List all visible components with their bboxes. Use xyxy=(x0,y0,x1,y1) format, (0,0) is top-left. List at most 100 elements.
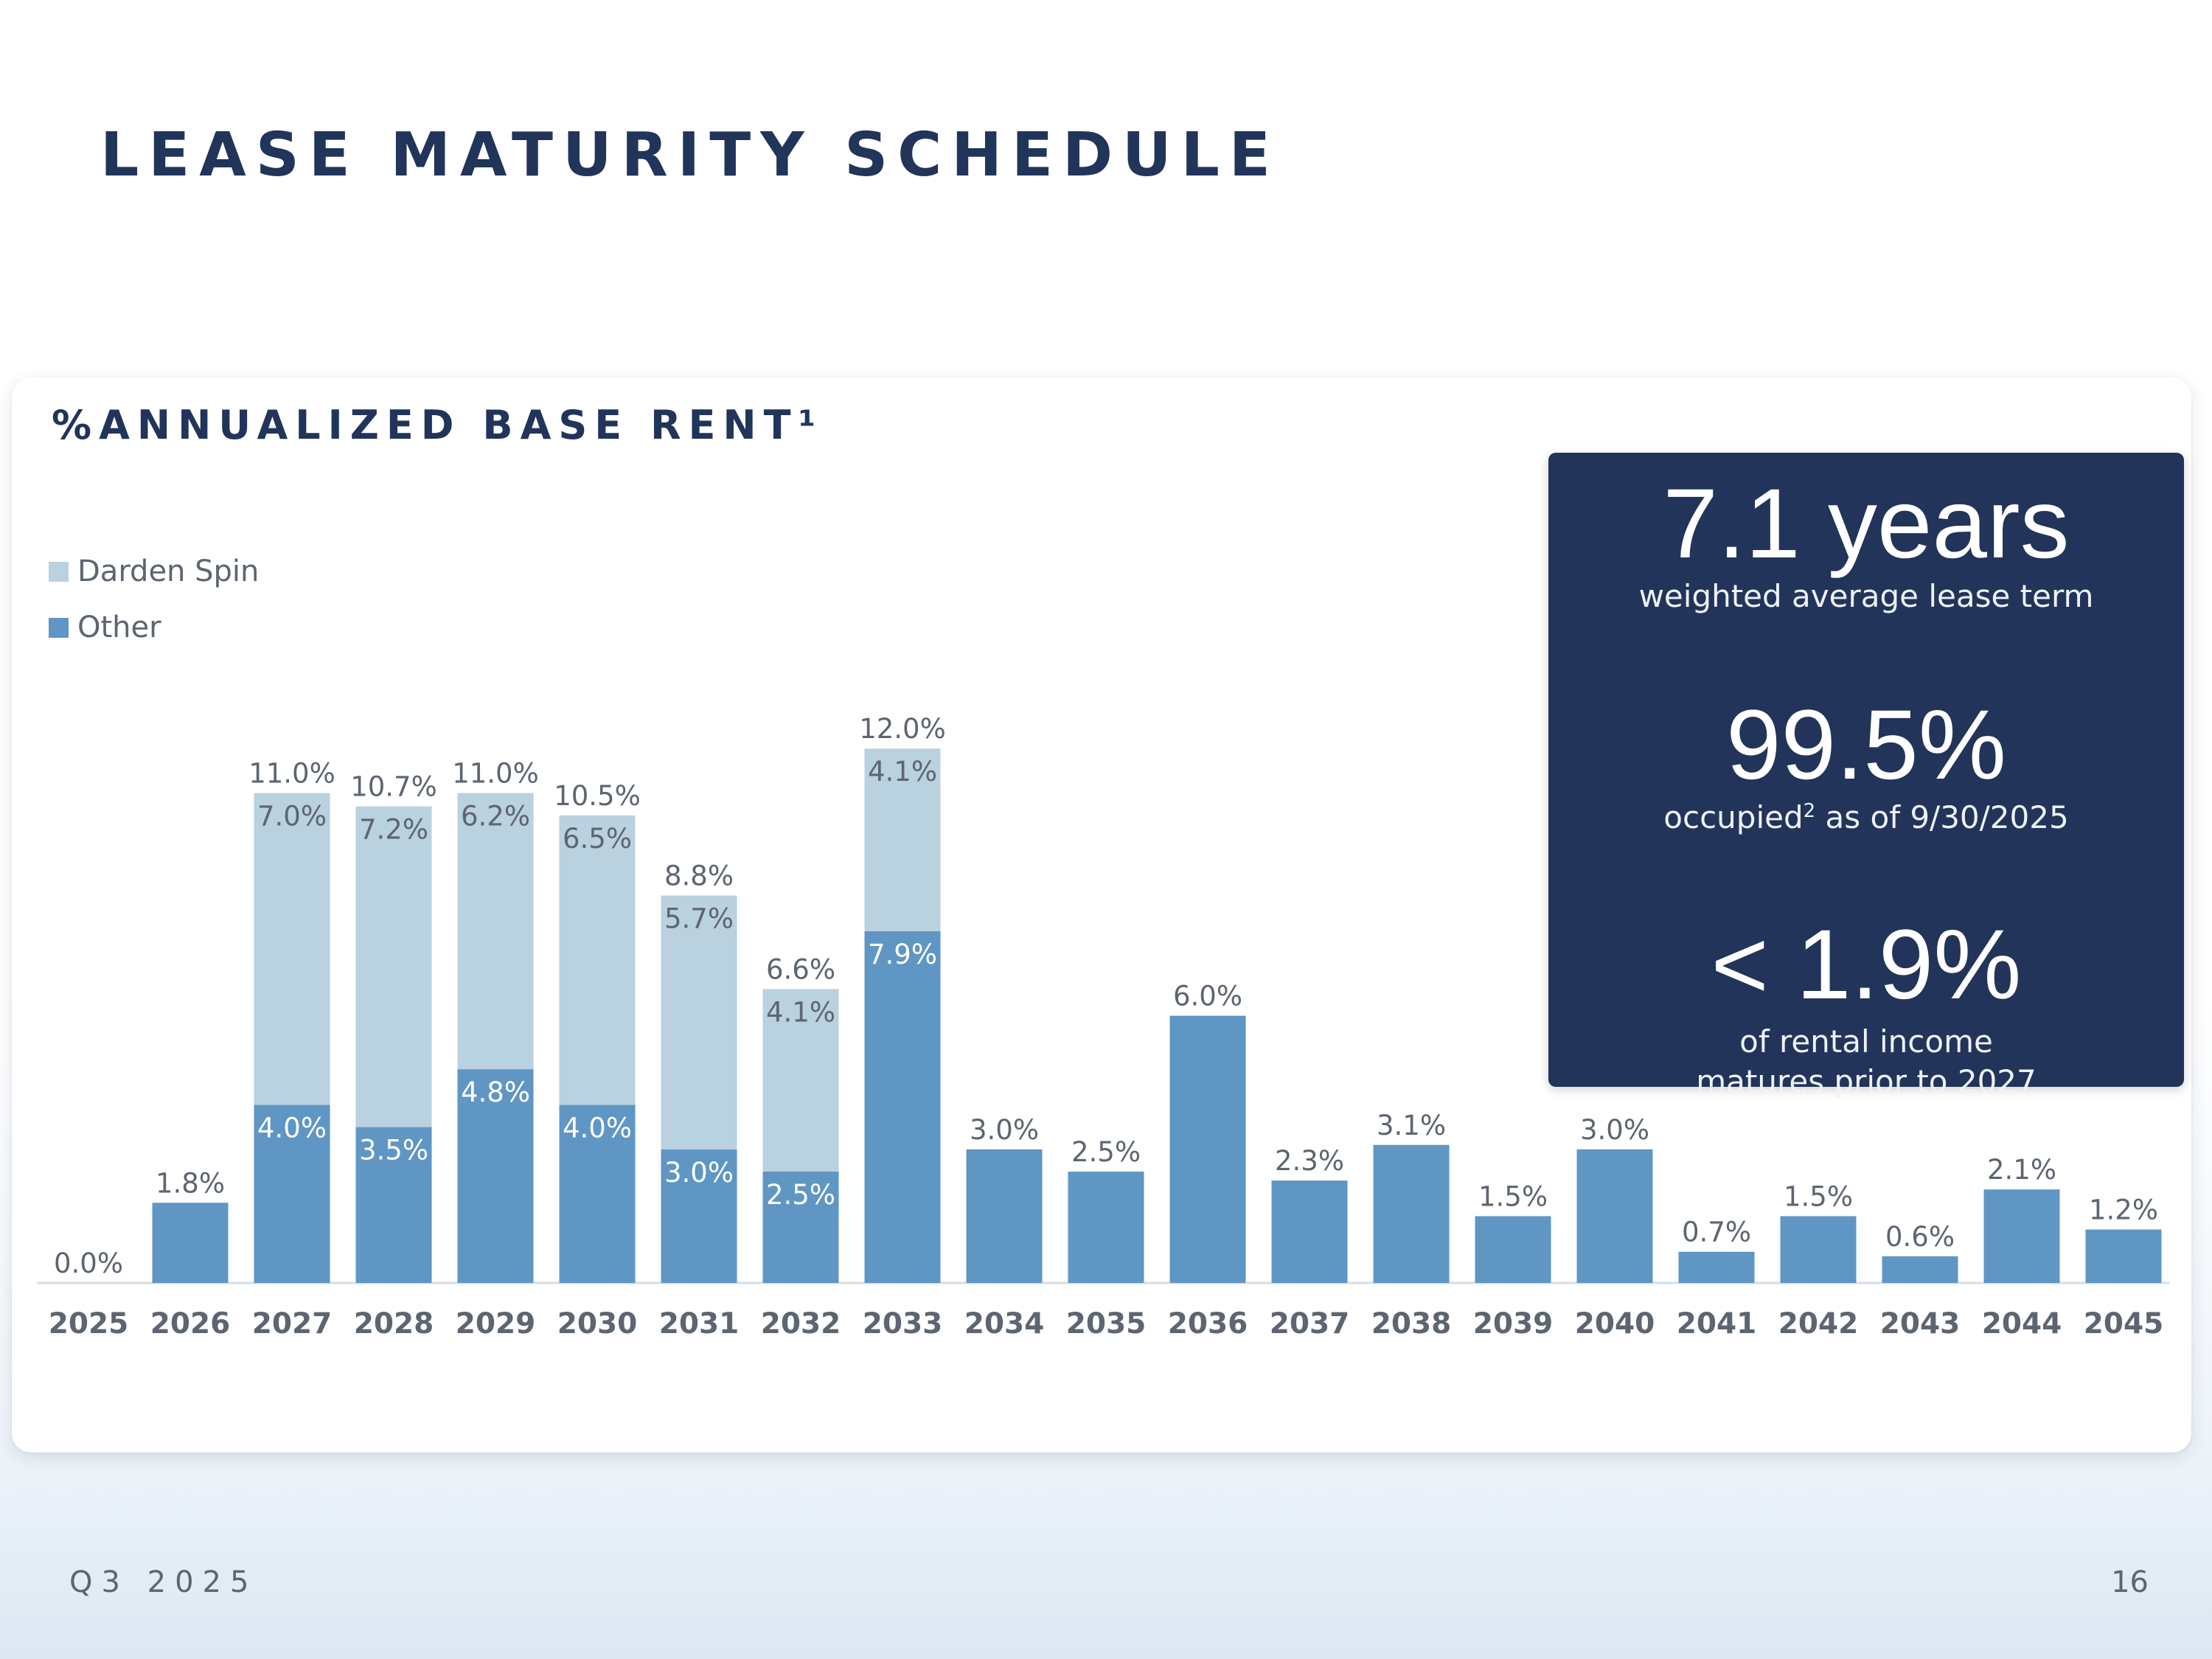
chart-card: %ANNUALIZED BASE RENT¹ Darden Spin Other… xyxy=(12,378,2191,1453)
x-tick-label-2032: 2032 xyxy=(761,1307,841,1340)
darden-label-2033: 4.1% xyxy=(868,756,937,787)
other-label-2028: 3.5% xyxy=(359,1135,428,1166)
total-label-2027: 11.0% xyxy=(248,758,335,790)
stat-occupancy: 99.5% occupied2 as of 9/30/2025 xyxy=(1548,696,2184,838)
stat-lease-term-value: 7.1 years xyxy=(1663,469,2070,579)
legend-item-darden-spin: Darden Spin xyxy=(49,543,259,599)
total-label-2040: 3.0% xyxy=(1580,1114,1649,1146)
bar-other-2043 xyxy=(1882,1256,1958,1283)
darden-label-2027: 7.0% xyxy=(257,801,327,832)
x-tick-label-2029: 2029 xyxy=(456,1307,536,1340)
x-tick-label-2040: 2040 xyxy=(1575,1307,1655,1340)
stat-maturing-income: < 1.9% of rental income matures prior to… xyxy=(1548,916,2184,1102)
bar-other-2040 xyxy=(1576,1149,1653,1283)
total-label-2045: 1.2% xyxy=(2089,1194,2158,1226)
bar-other-2028 xyxy=(355,1127,432,1283)
bar-darden-spin-2029 xyxy=(457,793,534,1070)
total-label-2028: 10.7% xyxy=(350,771,437,803)
total-label-2029: 11.0% xyxy=(452,758,539,790)
stat-occupancy-caption-rest: as of 9/30/2025 xyxy=(1815,799,2069,835)
total-label-2044: 2.1% xyxy=(1987,1154,2056,1186)
bar-other-2037 xyxy=(1271,1180,1348,1283)
x-tick-label-2035: 2035 xyxy=(1066,1307,1147,1340)
total-label-2038: 3.1% xyxy=(1377,1110,1446,1141)
legend-label-darden-spin: Darden Spin xyxy=(77,554,260,588)
stat-maturing-income-caption-line2: matures prior to 2027 xyxy=(1696,1062,2037,1099)
x-tick-label-2030: 2030 xyxy=(557,1307,638,1340)
stat-occupancy-value: 99.5% xyxy=(1726,690,2006,800)
x-tick-label-2025: 2025 xyxy=(49,1307,129,1340)
bar-other-2030 xyxy=(559,1105,636,1283)
x-tick-label-2028: 2028 xyxy=(354,1307,434,1340)
total-label-2030: 10.5% xyxy=(554,780,641,812)
total-label-2042: 1.5% xyxy=(1784,1180,1853,1212)
x-tick-label-2044: 2044 xyxy=(1982,1307,2062,1340)
footer-period: Q3 2025 xyxy=(69,1565,258,1599)
darden-label-2030: 6.5% xyxy=(563,823,632,855)
other-label-2027: 4.0% xyxy=(257,1112,327,1144)
bar-other-2034 xyxy=(966,1149,1043,1283)
x-tick-label-2038: 2038 xyxy=(1371,1307,1452,1340)
bar-darden-spin-2030 xyxy=(559,815,636,1105)
chart-heading: %ANNUALIZED BASE RENT¹ xyxy=(52,402,824,448)
x-tick-label-2031: 2031 xyxy=(659,1307,740,1340)
stat-occupancy-caption-main: occupied xyxy=(1663,799,1804,835)
footnote-2-marker: 2 xyxy=(1803,800,1816,822)
legend-item-other: Other xyxy=(49,599,259,655)
bar-darden-spin-2031 xyxy=(661,895,737,1150)
bar-other-2026 xyxy=(152,1203,229,1283)
stat-maturing-income-value: < 1.9% xyxy=(1711,910,2022,1020)
x-tick-label-2034: 2034 xyxy=(964,1307,1045,1340)
stat-maturing-income-caption-line1: of rental income xyxy=(1739,1023,1993,1060)
legend-swatch-darden-spin xyxy=(49,561,69,582)
stats-panel: 7.1 years weighted average lease term 99… xyxy=(1548,453,2184,1099)
page-number: 16 xyxy=(2111,1565,2149,1599)
bar-other-2032 xyxy=(762,1172,839,1283)
bar-other-2039 xyxy=(1475,1216,1551,1283)
total-label-2033: 12.0% xyxy=(859,713,946,745)
legend-swatch-other xyxy=(49,617,69,638)
bar-other-2033 xyxy=(864,931,941,1283)
x-tick-label-2037: 2037 xyxy=(1270,1307,1350,1340)
total-label-2037: 2.3% xyxy=(1275,1145,1344,1177)
total-label-2043: 0.6% xyxy=(1885,1221,1955,1253)
total-label-2034: 3.0% xyxy=(970,1114,1039,1146)
other-label-2029: 4.8% xyxy=(461,1077,530,1108)
x-tick-label-2036: 2036 xyxy=(1168,1307,1248,1340)
legend-label-other: Other xyxy=(77,611,161,644)
x-tick-label-2045: 2045 xyxy=(2084,1307,2164,1340)
total-label-2036: 6.0% xyxy=(1173,981,1242,1012)
bar-other-2027 xyxy=(254,1105,330,1283)
bar-other-2044 xyxy=(1983,1189,2060,1283)
bar-chart: 0.0% 2025 1.8% 2026 11.0% 7.0% 4.0% 2027 10.7% 7.… xyxy=(37,713,2169,1340)
other-label-2033: 7.9% xyxy=(868,939,937,970)
total-label-2039: 1.5% xyxy=(1478,1180,1548,1212)
bar-other-2031 xyxy=(661,1149,737,1283)
stat-lease-term: 7.1 years weighted average lease term xyxy=(1548,475,2184,616)
x-tick-label-2033: 2033 xyxy=(863,1307,943,1340)
total-label-2035: 2.5% xyxy=(1071,1136,1141,1168)
other-label-2031: 3.0% xyxy=(664,1157,734,1189)
total-label-2041: 0.7% xyxy=(1682,1217,1751,1248)
stat-occupancy-caption: occupied2 as of 9/30/2025 xyxy=(1548,798,2184,838)
bar-other-2036 xyxy=(1169,1015,1246,1283)
x-tick-label-2039: 2039 xyxy=(1473,1307,1554,1340)
total-label-2026: 1.8% xyxy=(156,1167,225,1199)
bar-darden-spin-2027 xyxy=(254,793,330,1105)
darden-label-2028: 7.2% xyxy=(359,814,428,846)
other-label-2030: 4.0% xyxy=(563,1112,632,1144)
x-tick-label-2043: 2043 xyxy=(1880,1307,1961,1340)
bar-other-2045 xyxy=(2085,1229,2162,1283)
darden-label-2032: 4.1% xyxy=(766,996,835,1028)
bar-other-2038 xyxy=(1373,1144,1450,1283)
stat-lease-term-caption: weighted average lease term xyxy=(1638,578,2094,614)
page-title: LEASE MATURITY SCHEDULE xyxy=(100,120,1280,190)
bar-darden-spin-2028 xyxy=(355,806,432,1127)
bar-other-2035 xyxy=(1068,1172,1144,1283)
bar-other-2041 xyxy=(1678,1251,1755,1283)
bar-other-2042 xyxy=(1780,1216,1857,1283)
darden-label-2031: 5.7% xyxy=(664,903,734,935)
x-tick-label-2041: 2041 xyxy=(1677,1307,1757,1340)
total-label-2031: 8.8% xyxy=(664,860,734,892)
darden-label-2029: 6.2% xyxy=(461,801,530,832)
